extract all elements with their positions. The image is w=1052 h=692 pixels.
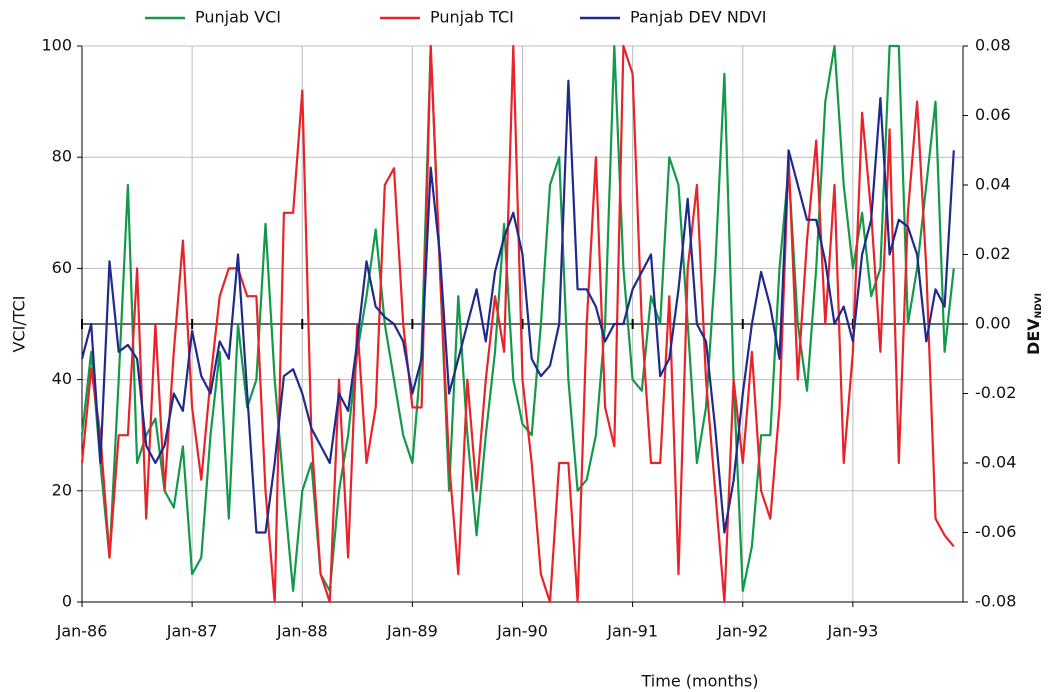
x-tick-label: Jan-86 bbox=[56, 622, 108, 641]
y2-tick-label: -0.04 bbox=[975, 453, 1016, 472]
legend-label: Panjab DEV NDVI bbox=[630, 8, 767, 27]
x-tick-label: Jan-88 bbox=[276, 622, 328, 641]
y2-tick-label: -0.08 bbox=[975, 592, 1016, 611]
series-line bbox=[80, 44, 955, 604]
x-axis-title: Time (months) bbox=[641, 672, 759, 691]
x-tick-label: Jan-92 bbox=[716, 622, 768, 641]
series-line bbox=[80, 44, 955, 592]
y-axis-title: VCI/TCI bbox=[10, 296, 29, 353]
y2-axis-title: DEVNDVI bbox=[1024, 293, 1044, 355]
x-tick-label: Jan-91 bbox=[606, 622, 658, 641]
y2-tick-label: 0.00 bbox=[975, 314, 1011, 333]
y2-tick-label: 0.02 bbox=[975, 244, 1011, 263]
y2-title-sub: NDVI bbox=[1034, 293, 1044, 318]
y2-tick-label: -0.02 bbox=[975, 383, 1016, 402]
y-tick-label: 60 bbox=[52, 258, 72, 277]
x-tick-label: Jan-93 bbox=[826, 622, 878, 641]
legend-label: Punjab TCI bbox=[430, 8, 514, 27]
x-tick-label: Jan-90 bbox=[496, 622, 548, 641]
y2-tick-label: 0.04 bbox=[975, 175, 1011, 194]
y2-tick-label: 0.08 bbox=[975, 36, 1011, 55]
y-tick-label: 40 bbox=[52, 369, 72, 388]
y2-tick-label: 0.06 bbox=[975, 105, 1011, 124]
y-tick-label: 20 bbox=[52, 480, 72, 499]
x-tick-label: Jan-87 bbox=[166, 622, 218, 641]
y-tick-label: 0 bbox=[62, 592, 72, 611]
y-tick-label: 80 bbox=[52, 147, 72, 166]
y2-title-main: DEV bbox=[1024, 318, 1043, 355]
y-tick-label: 100 bbox=[41, 36, 72, 55]
legend-label: Punjab VCI bbox=[195, 8, 281, 27]
series-line bbox=[80, 79, 955, 534]
x-tick-label: Jan-89 bbox=[386, 622, 438, 641]
y2-tick-label: -0.06 bbox=[975, 522, 1016, 541]
